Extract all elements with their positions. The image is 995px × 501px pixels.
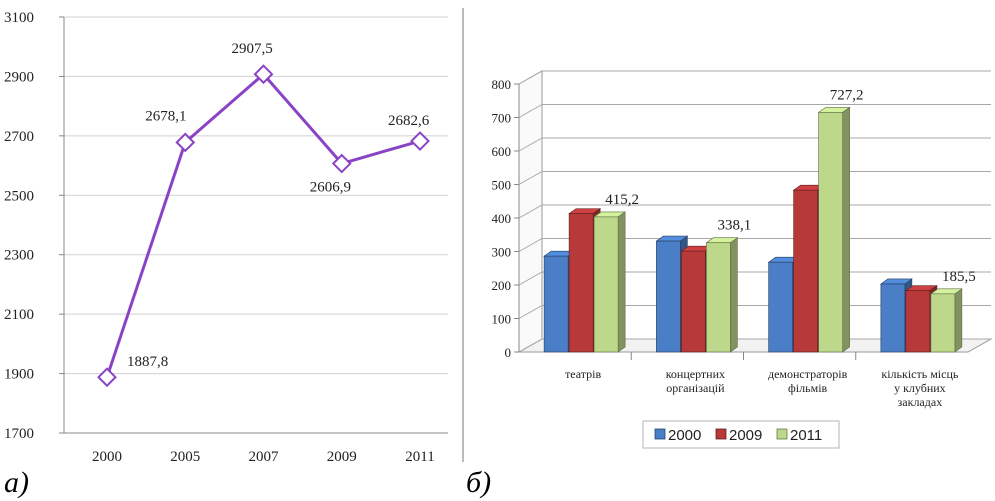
- data-label: 1887,8: [127, 354, 168, 370]
- bar-data-label: 415,2: [605, 192, 639, 208]
- legend-swatch: [654, 428, 666, 440]
- bar: [880, 283, 906, 353]
- bar: [568, 213, 594, 353]
- bar: [681, 250, 706, 353]
- y-tick-label: 2300: [4, 248, 34, 264]
- y-tick-label: 2100: [4, 307, 34, 323]
- data-label: 2907,5: [232, 41, 273, 57]
- bar: [593, 216, 619, 353]
- data-point-marker: [410, 131, 430, 151]
- y-tick-label: 1900: [4, 367, 34, 383]
- gridline: [518, 70, 991, 85]
- bar: [706, 242, 731, 353]
- line-chart-panel: 1700 1900 2100 2300 2500 2700 2900 3100 2000 2005…: [4, 10, 448, 465]
- x-tick-label: 2009: [327, 449, 357, 465]
- x-tick-label: 2005: [170, 449, 200, 465]
- bar-side: [842, 106, 850, 353]
- data-label: 2678,1: [145, 108, 186, 124]
- legend-swatch: [715, 428, 727, 440]
- panel-label-a: а): [4, 466, 29, 499]
- bar-data-label: 185,5: [942, 269, 976, 285]
- gridline: [518, 171, 991, 185]
- x-tick-label: 2000: [92, 449, 122, 465]
- category-label: демонстраторів: [768, 367, 848, 381]
- legend-label: 2009: [729, 427, 762, 444]
- y-tick-label: 800: [492, 77, 512, 92]
- bar: [818, 112, 843, 353]
- gridline: [518, 104, 991, 118]
- bar-chart-panel: 0 100 200 300 400 500 600 700 800 415,2 театрів 338…: [492, 70, 993, 449]
- bar: [656, 240, 681, 353]
- y-tick-label: 300: [492, 245, 512, 260]
- data-point-marker: [97, 367, 117, 388]
- x-tick-label: 2007: [249, 449, 280, 465]
- bar-side: [954, 288, 963, 353]
- data-point-marker: [331, 153, 352, 174]
- bar-data-label: 338,1: [718, 218, 752, 234]
- y-tick-label: 2700: [4, 129, 34, 145]
- y-tick-label: 200: [492, 278, 512, 293]
- legend: 2000 2009 2011: [642, 420, 840, 449]
- bar-data-label: 727,2: [830, 87, 864, 103]
- y-tick-label: 600: [492, 144, 512, 159]
- data-point-marker: [253, 64, 274, 85]
- category-label: кількість місць: [881, 367, 959, 381]
- bar: [543, 255, 569, 353]
- y-tick-label: 0: [505, 345, 512, 360]
- bar: [768, 261, 793, 353]
- category-label: закладах: [898, 395, 943, 409]
- bar-side: [617, 211, 626, 353]
- category-label: театрів: [565, 367, 601, 381]
- y-tick-label: 100: [492, 312, 512, 327]
- y-tick-label: 3100: [4, 10, 34, 26]
- legend-box: [642, 420, 840, 449]
- bar-side: [730, 237, 738, 353]
- y-tick-label: 700: [492, 111, 512, 126]
- bar: [793, 189, 818, 353]
- legend-swatch: [776, 428, 788, 440]
- category-label: концертних: [666, 367, 725, 381]
- gridline: [518, 137, 991, 152]
- legend-label: 2000: [668, 427, 701, 444]
- x-tick-label: 2011: [405, 449, 434, 465]
- data-label: 2682,6: [388, 113, 430, 129]
- category-label: організацій: [666, 381, 725, 395]
- category-label: у клубних: [894, 381, 946, 395]
- legend-label: 2011: [790, 427, 822, 444]
- category-label: фільмів: [788, 381, 827, 395]
- bar: [930, 293, 956, 353]
- data-point-marker: [175, 132, 196, 153]
- y-tick-label: 500: [492, 178, 512, 193]
- bar: [905, 290, 931, 353]
- panel-label-b: б): [466, 466, 491, 499]
- y-tick-label: 2500: [4, 188, 34, 204]
- y-tick-label: 1700: [4, 426, 34, 442]
- y-tick-label: 2900: [4, 69, 34, 85]
- data-label: 2606,9: [310, 180, 351, 196]
- y-tick-label: 400: [492, 211, 512, 226]
